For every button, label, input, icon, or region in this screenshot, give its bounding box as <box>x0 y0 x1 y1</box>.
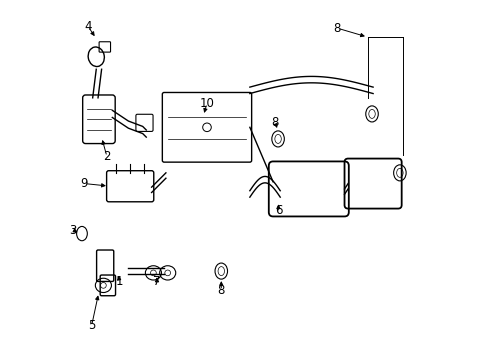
Text: 2: 2 <box>103 150 110 163</box>
Text: 1: 1 <box>116 275 123 288</box>
Text: 3: 3 <box>69 224 77 237</box>
Text: 9: 9 <box>81 177 88 190</box>
Text: 8: 8 <box>217 284 224 297</box>
Text: 6: 6 <box>274 204 282 217</box>
Text: 10: 10 <box>199 97 214 110</box>
Text: 5: 5 <box>88 319 95 332</box>
Text: 4: 4 <box>84 20 92 33</box>
Text: 7: 7 <box>153 275 161 288</box>
Text: 8: 8 <box>333 22 340 35</box>
Text: 8: 8 <box>271 116 278 129</box>
